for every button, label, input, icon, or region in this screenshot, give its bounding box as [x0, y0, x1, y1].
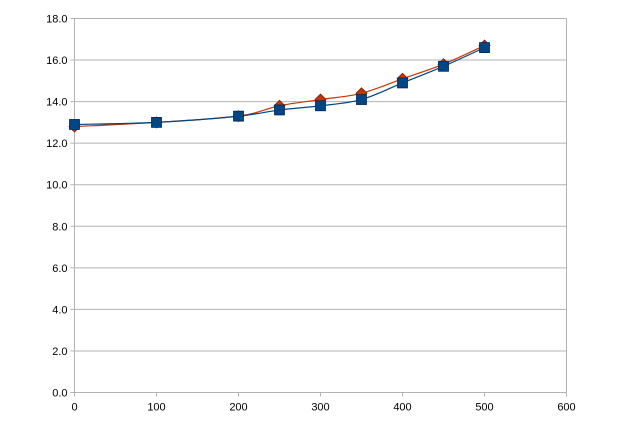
y-tick-label: 12.0	[46, 138, 67, 150]
plot-area-frame	[74, 18, 567, 393]
x-tick-label: 400	[393, 402, 411, 414]
gridlines	[74, 18, 567, 352]
y-tick-label: 4.0	[52, 304, 67, 316]
y-tick-label: 0.0	[52, 388, 67, 400]
y-tick-label: 16.0	[46, 55, 67, 67]
y-tick-label: 10.0	[46, 180, 67, 192]
x-tick-label: 500	[475, 402, 493, 414]
y-tick-label: 2.0	[52, 346, 67, 358]
x-tick-label: 200	[229, 402, 247, 414]
x-tick-label: 300	[311, 402, 329, 414]
data-point-square	[356, 94, 367, 105]
y-tick-label: 6.0	[52, 263, 67, 275]
x-tick-label: 600	[557, 402, 575, 414]
y-tick-label: 8.0	[52, 221, 67, 233]
data-point-square	[397, 77, 408, 89]
data-point-square	[438, 60, 449, 72]
series-1	[68, 39, 491, 133]
axes: 0.0 2.0 4.0 6.0 8.0 10.0 12.0 14.0 16.0 18.0 0 100 2…	[46, 14, 576, 414]
data-point-square	[233, 110, 244, 122]
series-2	[69, 42, 490, 130]
data-point-square	[69, 119, 80, 130]
data-point-square	[479, 42, 490, 53]
x-tick-label: 100	[147, 402, 165, 414]
y-tick-label: 14.0	[46, 97, 67, 109]
y-tick-label: 18.0	[46, 14, 67, 26]
data-point-square	[151, 116, 162, 128]
data-point-square	[315, 100, 326, 112]
x-tick-label: 0	[71, 402, 77, 414]
series-layer	[68, 39, 491, 133]
data-point-square	[274, 104, 285, 116]
